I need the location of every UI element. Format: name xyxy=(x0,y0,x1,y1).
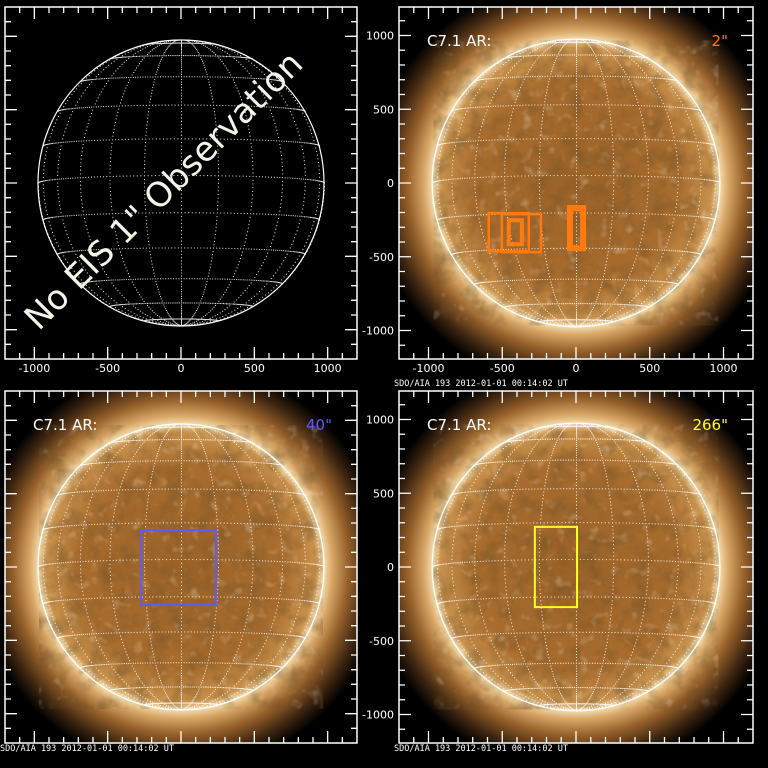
y-tick-label: 0 xyxy=(387,561,394,574)
instrument-timestamp: SDO/AIA 193 2012-01-01 00:14:02 UT xyxy=(0,744,174,754)
y-tick-label: -1000 xyxy=(362,709,394,722)
panel-bottom-left: C7.1 AR: 40" SDO/AIA 193 2012-01-01 00:14:… xyxy=(0,390,358,754)
resolution-label: 40" xyxy=(306,416,332,434)
raster-box-4 xyxy=(566,205,587,252)
y-tick-label: 500 xyxy=(373,487,394,500)
axis-ticks xyxy=(399,7,753,359)
resolution-label: 266" xyxy=(692,416,728,434)
y-tick-label: 1000 xyxy=(366,30,394,43)
x-tick-label: -1000 xyxy=(413,362,445,375)
panel-plot-area xyxy=(5,391,357,743)
heliographic-grid xyxy=(38,39,325,327)
panel-bottom-right: -1000 -500 0 500 1000 C7.1 AR: 266" SDO/AIA 193… xyxy=(362,390,754,754)
axis-ticks xyxy=(5,391,357,743)
y-tick-label: -500 xyxy=(369,251,394,264)
x-tick-label: -500 xyxy=(490,362,515,375)
x-tick-label: 1000 xyxy=(314,362,342,375)
heliographic-grid xyxy=(432,422,721,712)
x-tick-label: 500 xyxy=(244,362,265,375)
raster-box-3 xyxy=(506,218,524,247)
no-observation-label: No EIS 1" Observation xyxy=(17,44,311,338)
panel-top-left: No EIS 1" Observation -1000 -500 0 500 1000 xyxy=(4,6,358,375)
x-tick-label: -500 xyxy=(95,362,120,375)
raster-box-2 xyxy=(500,212,543,254)
axis-ticks xyxy=(5,7,357,359)
axis-ticks xyxy=(399,391,753,743)
x-tick-label: 500 xyxy=(639,362,660,375)
raster-box-1 xyxy=(533,525,579,609)
panel-plot-area xyxy=(399,7,753,359)
y-tick-label: 1000 xyxy=(366,414,394,427)
heliographic-grid xyxy=(38,423,325,711)
resolution-label: 2" xyxy=(712,32,728,50)
flare-ar-label: C7.1 AR: xyxy=(33,416,97,434)
panel-plot-area xyxy=(37,39,325,327)
y-tick-label: 0 xyxy=(387,177,394,190)
flare-ar-label: C7.1 AR: xyxy=(427,416,491,434)
instrument-timestamp: SDO/AIA 193 2012-01-01 00:14:02 UT xyxy=(394,744,568,754)
x-tick-label: 1000 xyxy=(710,362,738,375)
y-tick-label: -500 xyxy=(369,635,394,648)
panel-plot-area xyxy=(399,391,753,743)
instrument-timestamp: SDO/AIA 193 2012-01-01 00:14:02 UT xyxy=(394,379,568,389)
x-tick-label: 0 xyxy=(178,362,185,375)
x-tick-label: 0 xyxy=(573,362,580,375)
y-tick-label: -1000 xyxy=(362,325,394,338)
x-tick-label: -1000 xyxy=(18,362,50,375)
raster-box-1 xyxy=(140,529,217,606)
y-tick-label: 500 xyxy=(373,103,394,116)
panel-top-right: -1000 -500 0 500 1000 -1000 -500 0 500 1000 C7.1 A… xyxy=(362,6,754,389)
flare-ar-label: C7.1 AR: xyxy=(427,32,491,50)
